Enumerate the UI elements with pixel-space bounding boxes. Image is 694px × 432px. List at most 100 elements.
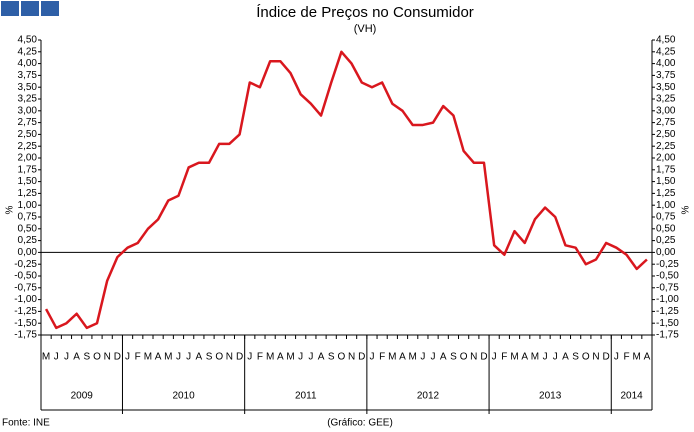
x-tick-label: F — [379, 352, 385, 363]
x-tick-label: A — [277, 352, 284, 363]
year-label: 2009 — [71, 391, 94, 402]
x-tick-label: D — [603, 352, 610, 363]
x-tick-label: J — [64, 352, 69, 363]
y-tick-label: -0,25 — [656, 259, 679, 270]
x-tick-label: D — [114, 352, 121, 363]
year-label: 2012 — [417, 391, 440, 402]
y-tick-label: -1,50 — [14, 318, 37, 329]
y-axis-label: % — [5, 205, 16, 214]
x-tick-label: O — [215, 352, 223, 363]
logo-square — [21, 1, 39, 16]
x-tick-label: M — [409, 352, 417, 363]
x-tick-label: M — [633, 352, 641, 363]
y-tick-label: 4,00 — [18, 58, 38, 69]
x-tick-label: A — [562, 352, 569, 363]
x-tick-label: M — [42, 352, 50, 363]
y-tick-label: 4,50 — [18, 35, 38, 46]
x-tick-label: D — [358, 352, 365, 363]
y-tick-label: 1,25 — [656, 188, 676, 199]
x-tick-label: J — [420, 352, 425, 363]
y-tick-label: -1,50 — [656, 318, 679, 329]
x-tick-label: O — [338, 352, 346, 363]
year-label: 2011 — [295, 391, 317, 402]
y-tick-label: 3,25 — [18, 94, 38, 105]
y-tick-label: -1,75 — [14, 330, 37, 341]
y-tick-label: 3,00 — [18, 105, 38, 116]
x-tick-label: J — [186, 352, 191, 363]
y-tick-label: -1,00 — [14, 294, 37, 305]
data-line — [44, 50, 648, 330]
x-tick-label: D — [236, 352, 243, 363]
y-tick-label: 2,00 — [656, 153, 676, 164]
x-tick-label: J — [125, 352, 130, 363]
y-tick-label: 1,75 — [18, 164, 38, 175]
y-tick-label: 0,50 — [18, 223, 38, 234]
y-tick-label: 0,75 — [656, 212, 676, 223]
x-tick-label: F — [257, 352, 263, 363]
y-tick-label: 3,50 — [656, 82, 676, 93]
x-tick-label: J — [492, 352, 497, 363]
x-tick-label: J — [553, 352, 558, 363]
x-tick-label: A — [399, 352, 406, 363]
x-tick-label: S — [572, 352, 579, 363]
y-tick-label: -0,75 — [656, 282, 679, 293]
x-tick-label: F — [135, 352, 141, 363]
x-tick-label: D — [480, 352, 487, 363]
y-tick-label: 3,50 — [18, 82, 38, 93]
y-tick-label: -0,50 — [14, 271, 37, 282]
y-tick-label: 1,75 — [656, 164, 676, 175]
y-tick-label: -1,00 — [656, 294, 679, 305]
x-tick-label: M — [286, 352, 294, 363]
x-tick-label: S — [328, 352, 335, 363]
y-tick-label: 1,50 — [18, 176, 38, 187]
x-tick-label: J — [54, 352, 59, 363]
x-tick-label: N — [226, 352, 233, 363]
chart-title: Índice de Preços no Consumidor — [256, 4, 474, 21]
y-tick-label: 1,25 — [18, 188, 38, 199]
x-tick-label: S — [450, 352, 457, 363]
y-tick-label: 1,50 — [656, 176, 676, 187]
x-tick-label: A — [196, 352, 203, 363]
note: (Gráfico: GEE) — [327, 418, 393, 429]
x-tick-label: O — [582, 352, 590, 363]
x-tick-label: S — [206, 352, 213, 363]
year-label: 2013 — [539, 391, 562, 402]
y-tick-label: -1,25 — [656, 306, 679, 317]
y-tick-label: -0,50 — [656, 271, 679, 282]
logo-square — [41, 1, 59, 16]
chart-subtitle: (VH) — [354, 23, 377, 35]
x-tick-label: N — [348, 352, 355, 363]
y-tick-label: 3,75 — [656, 70, 676, 81]
y-tick-label: 4,00 — [656, 58, 676, 69]
y-tick-label: 0,00 — [18, 247, 38, 258]
y-tick-label: 2,75 — [656, 117, 676, 128]
x-tick-label: J — [308, 352, 313, 363]
y-tick-label: 2,25 — [18, 141, 38, 152]
y-tick-label: 1,00 — [18, 200, 38, 211]
x-tick-label: J — [431, 352, 436, 363]
logo-square — [1, 1, 19, 16]
y-tick-label: 0,50 — [656, 223, 676, 234]
y-tick-label: 0,25 — [656, 235, 676, 246]
x-tick-label: J — [298, 352, 303, 363]
x-tick-label: N — [470, 352, 477, 363]
y-tick-label: 4,25 — [656, 46, 676, 57]
y-tick-label: 1,00 — [656, 200, 676, 211]
x-tick-label: M — [266, 352, 274, 363]
source: Fonte: INE — [2, 418, 50, 429]
x-tick-label: O — [460, 352, 468, 363]
x-tick-label: S — [83, 352, 90, 363]
y-tick-label: 2,25 — [656, 141, 676, 152]
y-tick-label: 2,50 — [656, 129, 676, 140]
y-tick-label: -0,25 — [14, 259, 37, 270]
x-tick-label: J — [247, 352, 252, 363]
y-axis-label: % — [681, 205, 692, 214]
x-tick-label: A — [73, 352, 80, 363]
y-tick-label: 3,25 — [656, 94, 676, 105]
x-tick-label: J — [369, 352, 374, 363]
y-tick-label: 3,75 — [18, 70, 38, 81]
x-tick-label: N — [592, 352, 599, 363]
x-tick-label: A — [318, 352, 325, 363]
y-tick-label: 3,00 — [656, 105, 676, 116]
